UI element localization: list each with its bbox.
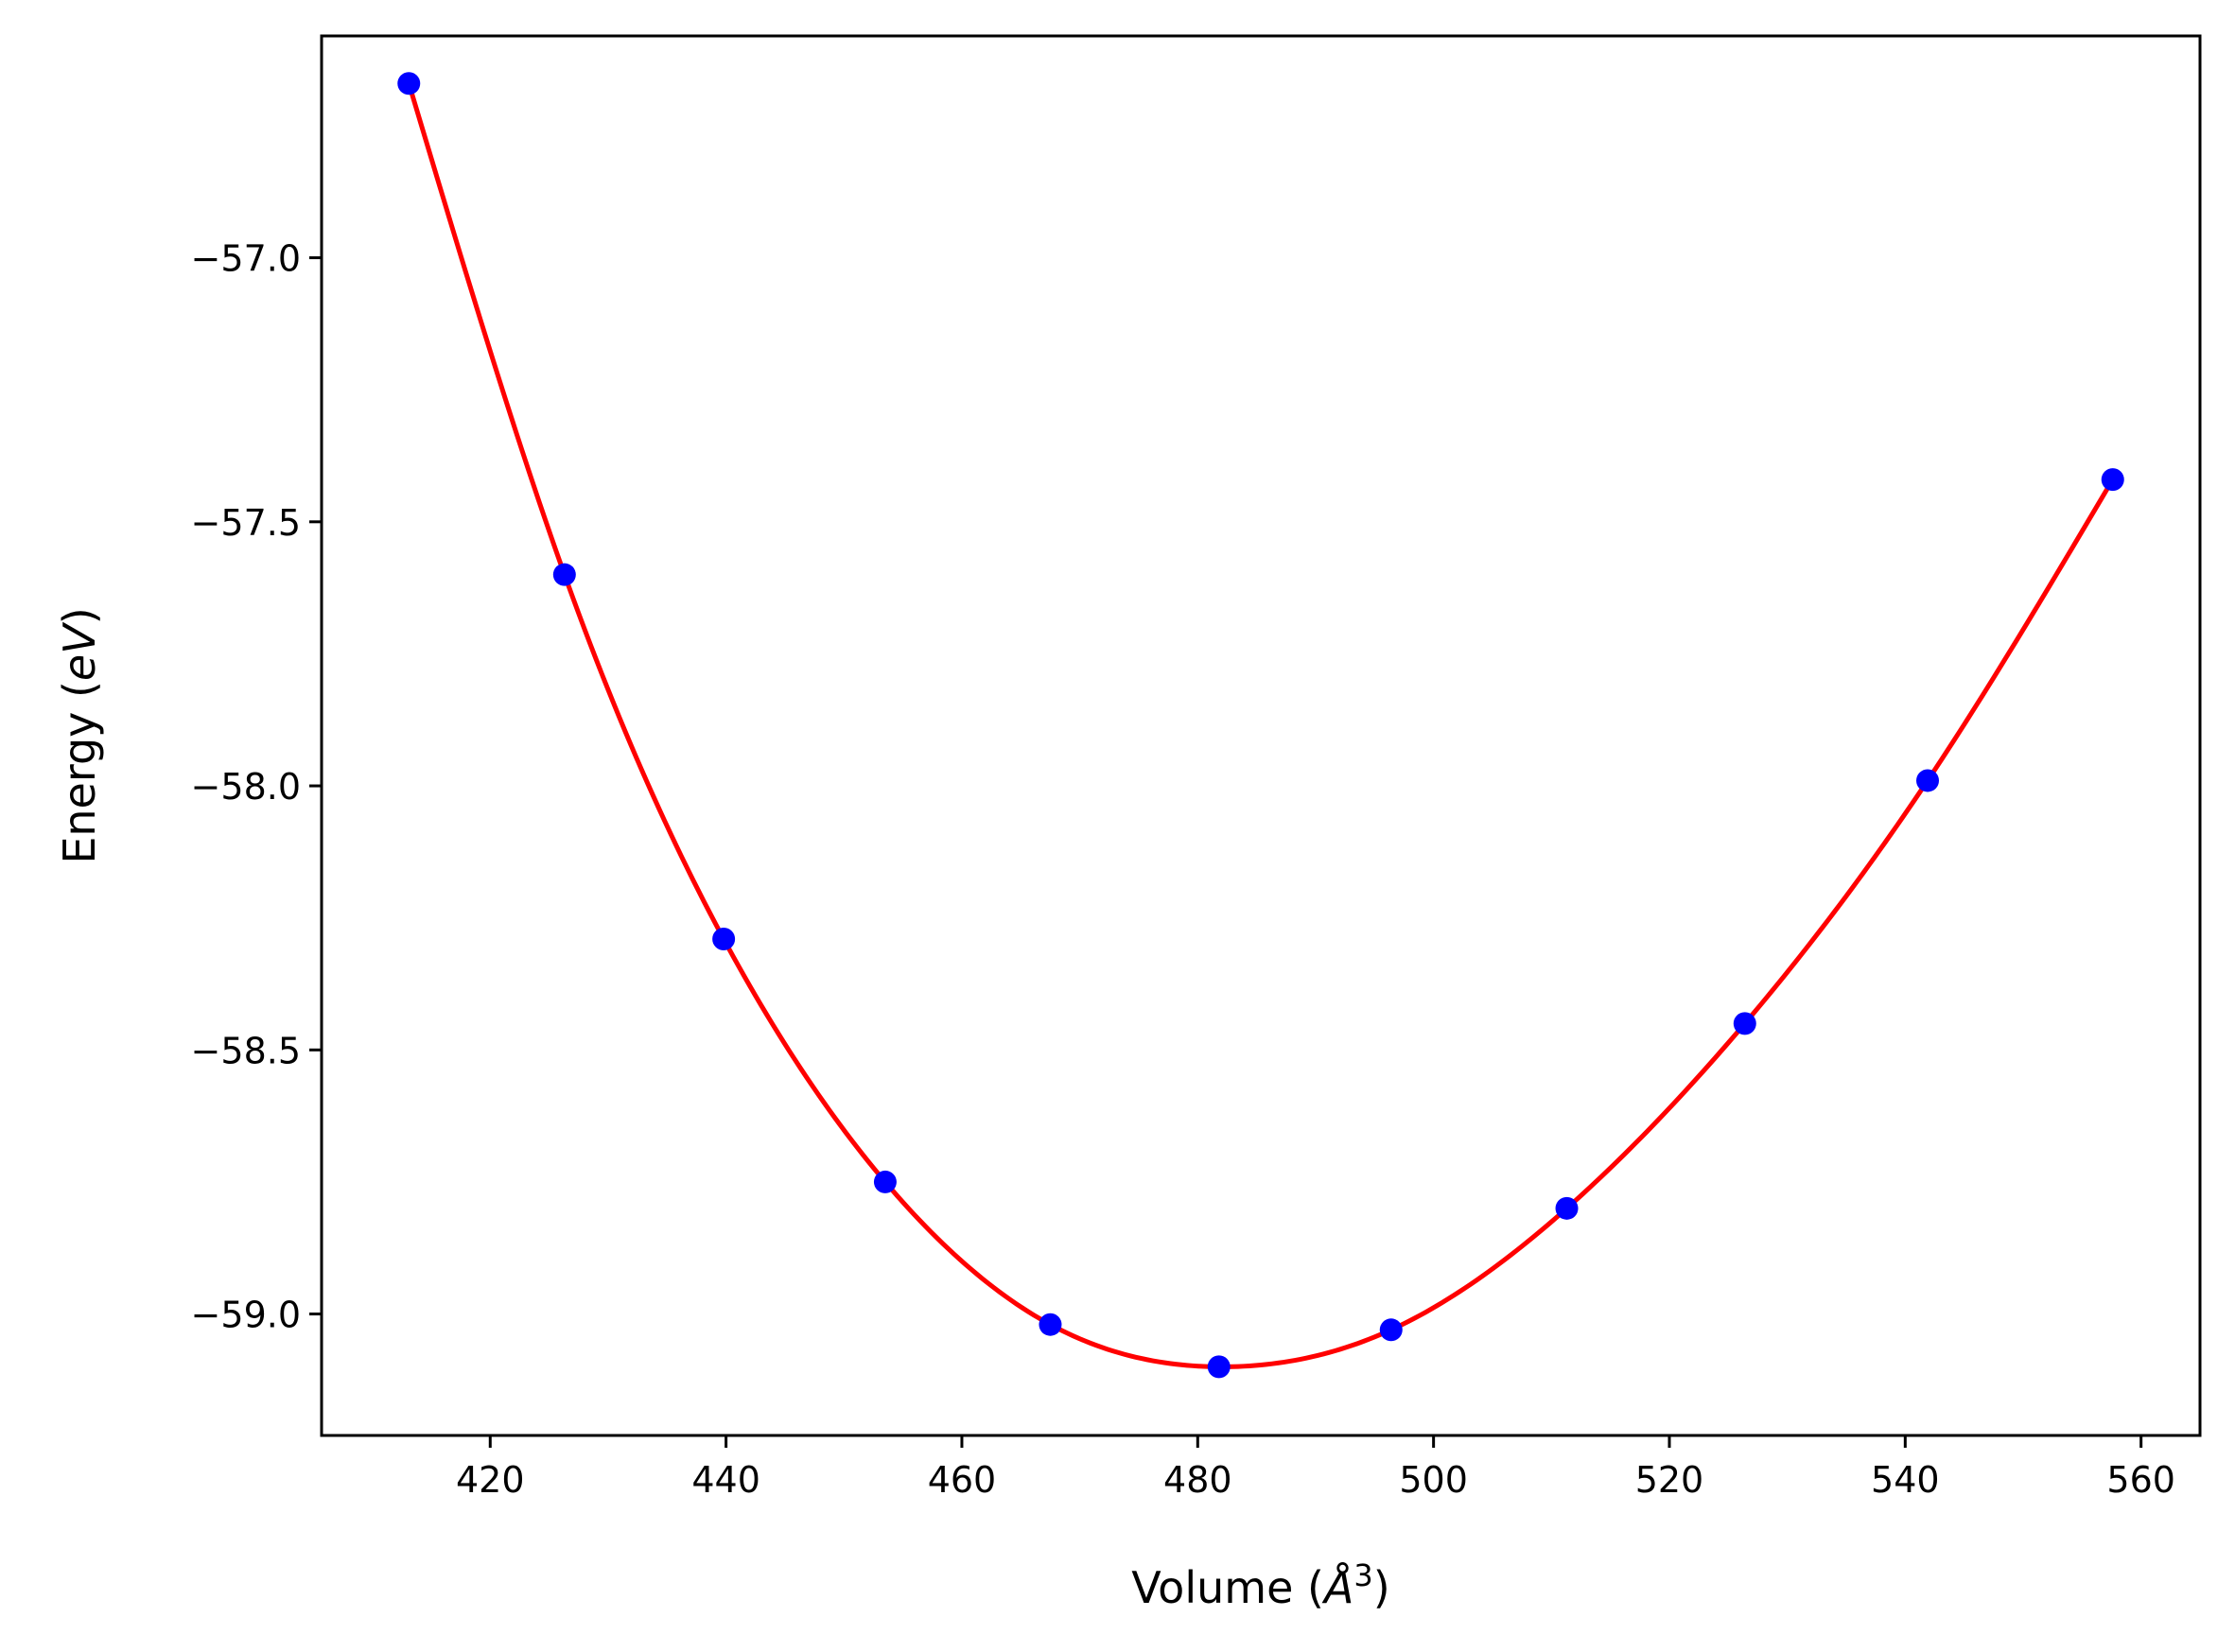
x-tick-label: 460 bbox=[928, 1459, 997, 1501]
x-tick-label: 480 bbox=[1163, 1459, 1232, 1501]
y-tick-label: −58.0 bbox=[191, 766, 301, 808]
x-axis: 420 440 460 480 500 520 540 560 bbox=[456, 1435, 2175, 1501]
data-point bbox=[1207, 1355, 1231, 1379]
x-axis-label: Volume (Å3) bbox=[1131, 1557, 1389, 1613]
fit-curve bbox=[406, 82, 2115, 1369]
data-point bbox=[1555, 1196, 1579, 1220]
y-axis-label-unit: eV bbox=[54, 621, 105, 681]
data-point bbox=[397, 72, 421, 96]
x-tick-label: 540 bbox=[1871, 1459, 1940, 1501]
data-points-layer bbox=[397, 72, 2124, 1379]
y-axis-label-suffix: ) bbox=[54, 607, 105, 624]
y-axis: −57.0 −57.5 −58.0 −58.5 −59.0 bbox=[191, 238, 322, 1336]
data-point bbox=[873, 1170, 897, 1193]
x-tick-label: 440 bbox=[691, 1459, 760, 1501]
x-tick-label: 420 bbox=[456, 1459, 525, 1501]
data-point bbox=[1039, 1313, 1062, 1336]
x-axis-label-prefix: Volume ( bbox=[1131, 1562, 1324, 1613]
y-axis-label: Energy (eV) bbox=[54, 607, 105, 863]
data-point bbox=[1733, 1012, 1756, 1035]
x-tick-label: 520 bbox=[1635, 1459, 1704, 1501]
data-point bbox=[1379, 1318, 1403, 1342]
x-axis-label-unit: Å bbox=[1321, 1562, 1353, 1613]
y-tick-label: −57.0 bbox=[191, 238, 301, 280]
plot-area-frame bbox=[320, 34, 2202, 1437]
x-tick-label: 560 bbox=[2106, 1459, 2175, 1501]
y-axis-label-prefix: Energy ( bbox=[54, 681, 105, 864]
data-point bbox=[2101, 468, 2124, 492]
y-tick-label: −57.5 bbox=[191, 502, 301, 544]
data-point bbox=[1916, 769, 1940, 792]
x-axis-label-suffix: ) bbox=[1373, 1562, 1390, 1613]
x-tick-label: 500 bbox=[1399, 1459, 1468, 1501]
y-tick-label: −58.5 bbox=[191, 1030, 301, 1071]
x-axis-label-superscript: 3 bbox=[1353, 1557, 1372, 1593]
fit-curve-layer bbox=[406, 82, 2115, 1369]
data-point bbox=[552, 563, 576, 586]
data-point bbox=[712, 928, 736, 951]
y-tick-label: −59.0 bbox=[191, 1295, 301, 1336]
